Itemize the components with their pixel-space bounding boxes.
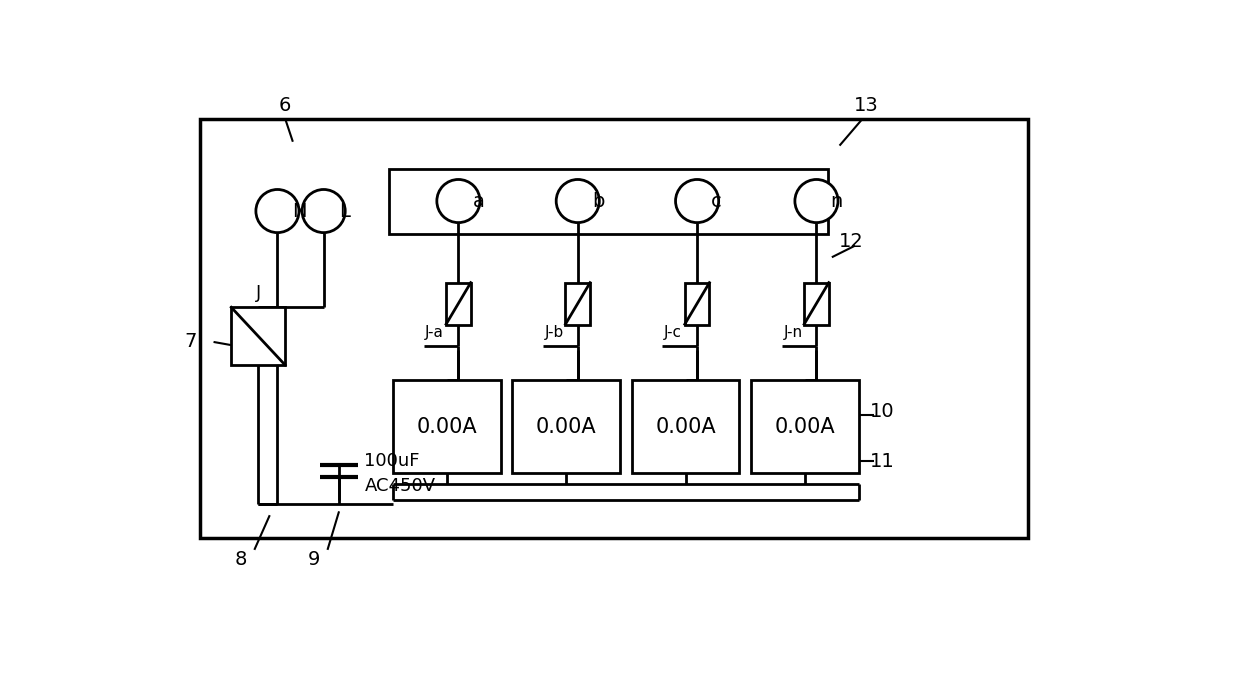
Text: 9: 9: [308, 550, 320, 569]
Text: b: b: [591, 192, 604, 211]
Bar: [804, 283, 828, 325]
Text: n: n: [831, 192, 843, 211]
Text: c: c: [711, 192, 722, 211]
Text: N: N: [293, 202, 308, 220]
Text: 6: 6: [279, 96, 291, 115]
Text: 8: 8: [236, 550, 248, 569]
Text: 11: 11: [869, 452, 894, 471]
Text: J-a: J-a: [425, 325, 444, 340]
Text: AC450V: AC450V: [365, 477, 435, 495]
Bar: [446, 283, 471, 325]
Circle shape: [255, 190, 299, 232]
Text: 0.00A: 0.00A: [775, 416, 836, 437]
Text: 13: 13: [854, 96, 879, 115]
Circle shape: [676, 179, 719, 223]
Bar: [751, 381, 859, 473]
Bar: [565, 283, 590, 325]
Text: L: L: [339, 202, 350, 220]
Bar: [684, 283, 709, 325]
Circle shape: [436, 179, 480, 223]
Circle shape: [557, 179, 599, 223]
Text: J-c: J-c: [663, 325, 682, 340]
Text: 0.00A: 0.00A: [655, 416, 715, 437]
Text: 0.00A: 0.00A: [536, 416, 596, 437]
Bar: [389, 169, 828, 234]
Text: 10: 10: [869, 402, 894, 421]
Bar: [512, 381, 620, 473]
Text: 12: 12: [838, 232, 863, 251]
Text: 7: 7: [185, 332, 197, 351]
Text: 100uF: 100uF: [365, 452, 420, 470]
Bar: [201, 118, 1028, 538]
Text: J-n: J-n: [784, 325, 802, 340]
Text: J-b: J-b: [544, 325, 564, 340]
Bar: [631, 381, 739, 473]
Circle shape: [303, 190, 345, 232]
Text: a: a: [472, 192, 485, 211]
Text: J: J: [255, 284, 260, 302]
Text: 0.00A: 0.00A: [417, 416, 477, 437]
Bar: [231, 307, 285, 365]
Bar: [393, 381, 501, 473]
Circle shape: [795, 179, 838, 223]
